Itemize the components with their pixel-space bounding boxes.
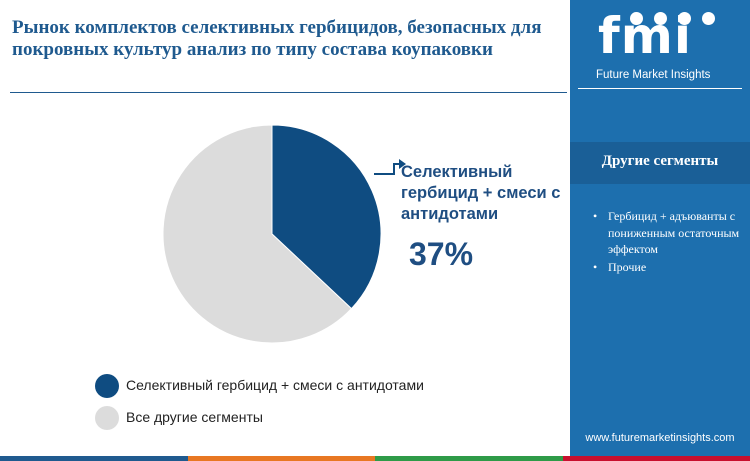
fmi-logo: fmi Future Market Insights: [592, 8, 732, 84]
website-link[interactable]: www.futuremarketinsights.com: [585, 432, 735, 444]
list-item-label: Прочие: [608, 259, 647, 274]
bullet-icon: •: [593, 259, 598, 274]
callout-arrow-head: [399, 159, 406, 169]
bullet-icon: •: [593, 209, 598, 223]
list-item: • Прочие: [590, 259, 740, 276]
legend-swatch-primary: [95, 374, 119, 398]
globe-icon: [678, 12, 691, 25]
globe-icon: [630, 12, 643, 25]
globe-icon: [702, 12, 715, 25]
sidebar: fmi Future Market Insights Другие сегмен…: [570, 0, 750, 456]
callout-arrow-line: [374, 163, 399, 175]
sidebar-heading: Другие сегменты: [601, 153, 719, 169]
legend-label: Все другие сегменты: [126, 409, 263, 425]
segments-list: • Гербицид + адъюванты с пониженным оста…: [590, 208, 740, 276]
list-item: • Гербицид + адъюванты с пониженным оста…: [590, 208, 740, 258]
bottom-bar-segment: [375, 456, 563, 461]
list-item-label: Гербицид + адъюванты с пониженным остато…: [608, 209, 740, 256]
bottom-color-bar: [0, 456, 750, 461]
title-divider: [10, 92, 567, 93]
logo-letters: fmi: [598, 7, 692, 65]
page-title: Рынок комплектов селективных гербицидов,…: [12, 17, 542, 60]
bottom-bar-segment: [0, 456, 188, 461]
pie-slice-other: [162, 124, 353, 344]
callout-value: 37%: [409, 236, 474, 272]
logo-tagline: Future Market Insights: [596, 69, 711, 81]
globe-icon: [654, 12, 667, 25]
legend-label: Селективный гербицид + смеси с антидотам…: [126, 377, 424, 393]
pie-slices: [162, 124, 382, 344]
sidebar-heading-panel: Другие сегменты: [570, 142, 750, 184]
pie-chart: [162, 124, 406, 344]
bottom-bar-segment: [187, 456, 375, 461]
bottom-bar-segment: [562, 456, 750, 461]
callout-label: Селективный гербицид + смеси с антидотам…: [401, 163, 561, 223]
pie-slice-primary: [271, 124, 382, 310]
sidebar-divider: [578, 88, 742, 89]
legend-swatch-other: [95, 406, 119, 430]
